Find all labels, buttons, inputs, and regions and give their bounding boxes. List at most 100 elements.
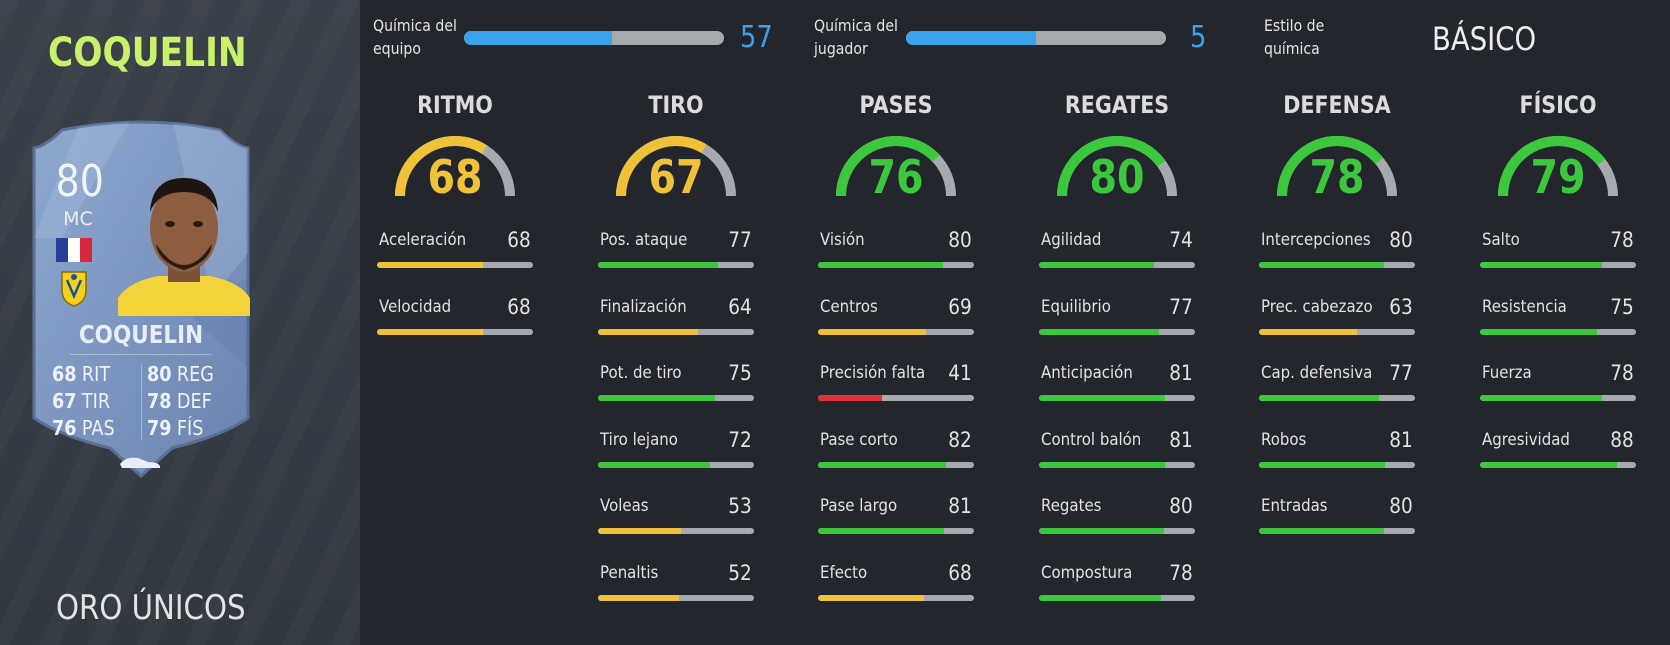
attribute-bar-fill bbox=[1039, 262, 1155, 268]
attribute-bar bbox=[1259, 262, 1415, 268]
attribute-row: Agresividad 88 bbox=[1480, 428, 1636, 497]
attribute-value: 63 bbox=[1389, 294, 1413, 319]
attribute-row: Pot. de tiro 75 bbox=[598, 361, 754, 430]
attribute-name: Fuerza bbox=[1482, 363, 1532, 383]
gauge-fill bbox=[395, 136, 488, 197]
attribute-name: Pase largo bbox=[820, 496, 898, 516]
category-title: FÍSICO bbox=[1519, 91, 1597, 119]
card-stat-divider bbox=[141, 364, 142, 440]
attribute-bar-fill bbox=[818, 461, 946, 468]
attribute-bar-fill bbox=[1259, 262, 1384, 268]
attribute-name: Agresividad bbox=[1482, 429, 1570, 450]
attribute-value: 68 bbox=[948, 560, 972, 585]
attribute-bar bbox=[598, 461, 754, 468]
card-stat: 67 TIR bbox=[52, 389, 111, 413]
attribute-name: Efecto bbox=[820, 562, 868, 583]
attribute-value: 69 bbox=[948, 294, 972, 319]
attribute-list: Agilidad 74 Equilibrio 77 Anticipación 81 Cont… bbox=[1039, 228, 1195, 629]
card-position: MC bbox=[63, 208, 93, 230]
attribute-row: Salto 78 bbox=[1480, 228, 1636, 297]
attribute-name: Pase corto bbox=[820, 429, 898, 450]
team-chemistry-bar bbox=[464, 31, 724, 45]
stat-category-defensa: DEFENSA 78 Intercepciones 80 Prec. cabezazo 6… bbox=[1259, 90, 1415, 534]
attribute-value: 74 bbox=[1169, 228, 1193, 252]
attribute-bar bbox=[818, 262, 974, 268]
attribute-bar bbox=[1039, 528, 1195, 534]
attribute-value: 41 bbox=[948, 361, 972, 385]
attribute-name: Anticipación bbox=[1041, 363, 1133, 383]
attribute-row: Regates 80 bbox=[1039, 494, 1195, 563]
attribute-bar bbox=[377, 328, 533, 335]
attribute-name: Penaltis bbox=[600, 562, 659, 583]
category-gauge bbox=[836, 136, 956, 197]
france-flag-icon bbox=[56, 238, 92, 262]
attribute-name: Visión bbox=[820, 230, 865, 250]
attribute-bar-fill bbox=[1480, 262, 1602, 268]
attribute-bar-fill bbox=[1259, 395, 1380, 401]
attribute-name: Pos. ataque bbox=[600, 230, 688, 250]
attribute-value: 53 bbox=[728, 494, 752, 518]
attribute-bar bbox=[1480, 262, 1636, 268]
team-chemistry-value: 57 bbox=[740, 20, 773, 55]
attribute-name: Finalización bbox=[600, 296, 687, 317]
attribute-bar bbox=[1039, 594, 1195, 601]
attribute-value: 82 bbox=[948, 427, 972, 452]
attribute-bar bbox=[598, 395, 754, 401]
attribute-bar bbox=[1039, 262, 1195, 268]
attribute-bar bbox=[1480, 395, 1636, 401]
player-card[interactable]: 80 MC COQUELIN 68 RIT 80 REG 67 TIR 78 DEF 7… bbox=[22, 118, 260, 488]
attribute-row: Intercepciones 80 bbox=[1259, 228, 1415, 297]
attribute-bar-fill bbox=[1039, 528, 1164, 534]
attribute-row: Centros 69 bbox=[818, 294, 974, 364]
card-stat: 78 DEF bbox=[147, 389, 212, 413]
chemistry-style-value[interactable]: BÁSICO bbox=[1432, 20, 1537, 58]
attribute-row: Visión 80 bbox=[818, 228, 974, 297]
category-gauge bbox=[1498, 136, 1618, 197]
attribute-bar-fill bbox=[1480, 395, 1602, 401]
attribute-row: Robos 81 bbox=[1259, 427, 1415, 497]
attribute-bar bbox=[818, 328, 974, 335]
attribute-bar bbox=[1259, 528, 1415, 534]
player-chemistry-bar bbox=[906, 31, 1166, 45]
attribute-bar-fill bbox=[1039, 594, 1161, 601]
attribute-bar-fill bbox=[818, 528, 945, 534]
attribute-list: Pos. ataque 77 Finalización 64 Pot. de tiro 7… bbox=[598, 228, 754, 629]
attribute-name: Resistencia bbox=[1482, 296, 1567, 317]
card-stats: 68 RIT 80 REG 67 TIR 78 DEF 76 PAS 79 FÍS bbox=[52, 362, 232, 441]
category-value: 78 bbox=[1309, 150, 1365, 204]
attribute-bar-fill bbox=[818, 328, 926, 335]
attribute-bar-fill bbox=[377, 328, 484, 335]
category-value: 76 bbox=[868, 150, 924, 204]
attribute-value: 81 bbox=[948, 494, 972, 518]
attribute-list: Aceleración 68 Velocidad 68 bbox=[377, 228, 533, 363]
category-gauge bbox=[616, 136, 736, 197]
attribute-bar bbox=[1039, 461, 1195, 468]
attribute-name: Agilidad bbox=[1041, 230, 1102, 250]
attribute-value: 75 bbox=[728, 361, 752, 385]
attribute-bar-fill bbox=[818, 594, 925, 601]
attribute-bar-fill bbox=[598, 594, 680, 601]
attribute-value: 81 bbox=[1389, 427, 1413, 452]
stat-category-físico: FÍSICO 79 Salto 78 Resistencia 75 Fuerza 78 Agre… bbox=[1480, 90, 1636, 468]
attribute-bar bbox=[598, 528, 754, 534]
attribute-bar-fill bbox=[1039, 328, 1160, 335]
card-divider bbox=[70, 354, 212, 355]
attribute-row: Entradas 80 bbox=[1259, 494, 1415, 563]
gauge-fill bbox=[1057, 136, 1166, 197]
category-gauge bbox=[1277, 136, 1397, 197]
attribute-name: Pot. de tiro bbox=[600, 363, 682, 383]
attribute-value: 68 bbox=[507, 294, 531, 319]
card-type-label: ORO ÚNICOS bbox=[56, 588, 246, 628]
card-stat: 80 REG bbox=[147, 362, 214, 386]
attribute-list: Intercepciones 80 Prec. cabezazo 63 Cap. def… bbox=[1259, 228, 1415, 563]
attribute-value: 77 bbox=[1389, 361, 1413, 385]
attribute-row: Finalización 64 bbox=[598, 295, 754, 364]
category-title: REGATES bbox=[1064, 91, 1170, 119]
gauge-fill bbox=[1277, 136, 1384, 197]
attribute-row: Tiro lejano 72 bbox=[598, 428, 754, 497]
attribute-bar bbox=[1259, 395, 1415, 401]
attribute-bar-fill bbox=[1259, 528, 1384, 534]
attribute-value: 80 bbox=[1389, 494, 1413, 518]
attribute-row: Aceleración 68 bbox=[377, 228, 533, 297]
attribute-name: Cap. defensiva bbox=[1261, 363, 1373, 383]
